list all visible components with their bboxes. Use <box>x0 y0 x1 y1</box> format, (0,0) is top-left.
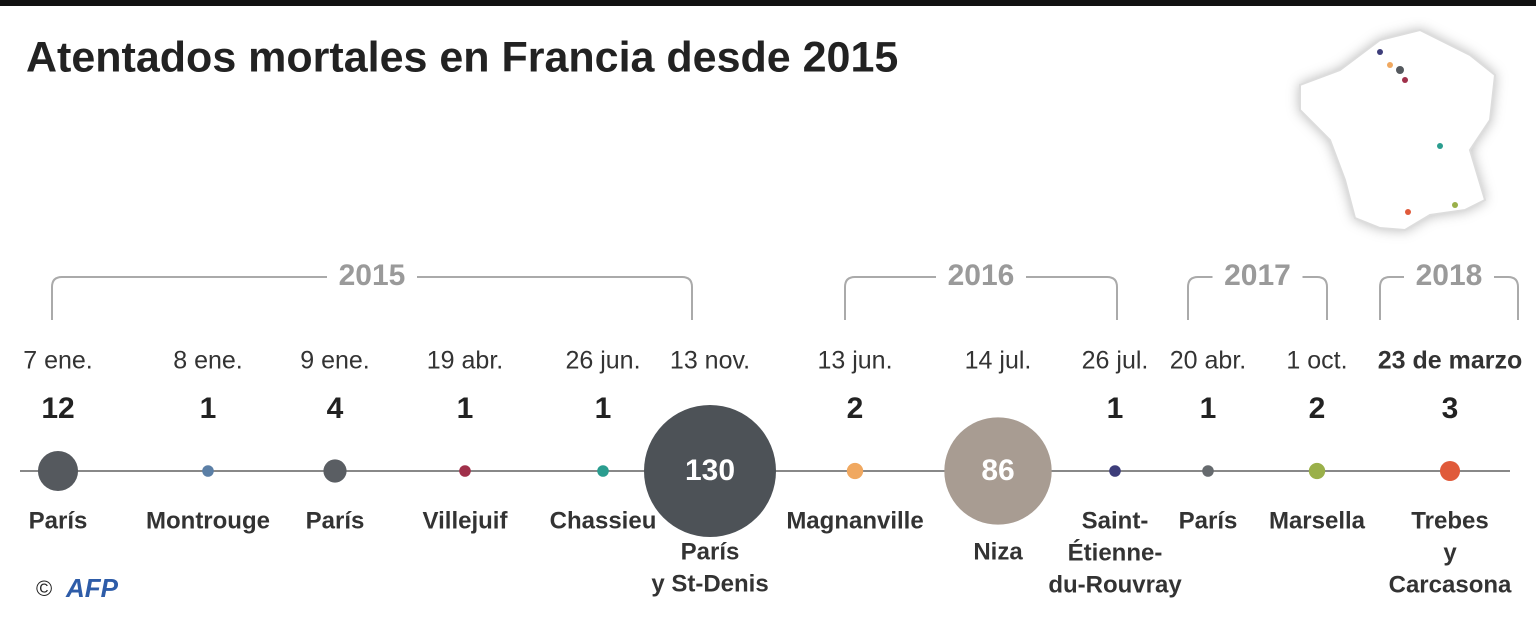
event-date: 26 jul. <box>1082 347 1149 375</box>
event-place: Saint- <box>1082 507 1149 534</box>
event-place: y St-Denis <box>651 570 768 597</box>
victim-bubble <box>1202 465 1214 477</box>
victim-bubble <box>37 450 79 492</box>
event-place: Marsella <box>1269 507 1366 534</box>
event-place: París <box>1179 507 1238 534</box>
year-label: 2016 <box>948 259 1015 292</box>
deaths-count: 86 <box>981 454 1014 487</box>
victim-bubble <box>846 462 864 480</box>
event-place: Niza <box>973 538 1023 565</box>
event-place: y <box>1443 539 1457 566</box>
event-place: París <box>681 538 740 565</box>
victim-bubble <box>1308 462 1326 480</box>
deaths-count: 2 <box>1309 392 1326 425</box>
title: Atentados mortales en Francia desde 2015 <box>26 33 898 81</box>
event-date: 23 de marzo <box>1378 347 1523 375</box>
event-place: Carcasona <box>1389 571 1512 598</box>
victim-bubble <box>1439 460 1461 482</box>
victim-bubble <box>644 405 776 537</box>
event-date: 19 abr. <box>427 347 503 375</box>
deaths-count: 4 <box>327 392 344 425</box>
victim-bubble <box>459 465 471 477</box>
copyright: © <box>36 576 52 601</box>
year-bracket <box>1187 276 1328 320</box>
event-date: 13 jun. <box>817 347 892 375</box>
event-place: París <box>29 507 88 534</box>
victim-bubble <box>323 459 347 483</box>
event-place: París <box>306 507 365 534</box>
event-place: Villejuif <box>423 507 509 534</box>
year-label: 2018 <box>1416 259 1483 292</box>
deaths-count: 1 <box>200 392 217 425</box>
event-date: 13 nov. <box>670 347 750 375</box>
deaths-count: 1 <box>1107 392 1124 425</box>
event-place: Magnanville <box>786 507 923 534</box>
event-place: Chassieu <box>550 507 657 534</box>
event-place: Étienne- <box>1068 538 1163 566</box>
year-label: 2015 <box>339 259 406 292</box>
deaths-count: 130 <box>685 454 735 487</box>
top-bar <box>0 0 1536 6</box>
event-date: 14 jul. <box>965 347 1032 375</box>
event-date: 26 jun. <box>565 347 640 375</box>
victim-bubble <box>202 465 214 477</box>
event-date: 20 abr. <box>1170 347 1246 375</box>
victim-bubble <box>1109 465 1121 477</box>
year-label: 2017 <box>1224 259 1291 292</box>
year-bracket <box>51 276 693 320</box>
victim-bubble <box>944 417 1052 525</box>
event-date: 1 oct. <box>1286 347 1347 375</box>
event-place: du-Rouvray <box>1048 571 1182 598</box>
year-bracket <box>1379 276 1519 320</box>
victim-bubble <box>597 465 609 477</box>
france-map <box>1299 28 1497 232</box>
event-date: 9 ene. <box>300 347 370 375</box>
deaths-count: 2 <box>847 392 864 425</box>
deaths-count: 1 <box>1200 392 1217 425</box>
event-date: 8 ene. <box>173 347 243 375</box>
deaths-count: 12 <box>41 392 74 425</box>
event-place: Montrouge <box>146 507 270 534</box>
event-place: Trebes <box>1411 507 1488 534</box>
deaths-count: 3 <box>1442 392 1459 425</box>
deaths-count: 1 <box>457 392 474 425</box>
year-bracket <box>844 276 1118 320</box>
event-date: 7 ene. <box>23 347 93 375</box>
afp-logo: AFP <box>65 573 119 603</box>
deaths-count: 1 <box>595 392 612 425</box>
